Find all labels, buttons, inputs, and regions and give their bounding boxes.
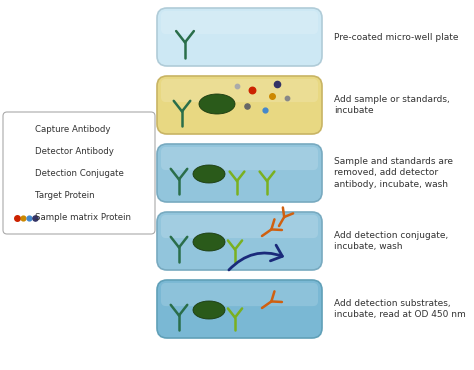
FancyBboxPatch shape: [157, 212, 322, 270]
Text: Detector Antibody: Detector Antibody: [35, 148, 114, 157]
Ellipse shape: [193, 301, 225, 319]
FancyBboxPatch shape: [157, 8, 322, 66]
Point: [261, 107, 269, 113]
Text: Add detection conjugate,
incubate, wash: Add detection conjugate, incubate, wash: [334, 231, 448, 251]
Point: [233, 83, 241, 89]
Ellipse shape: [193, 233, 225, 251]
Point: [248, 87, 256, 93]
Ellipse shape: [12, 190, 32, 202]
FancyBboxPatch shape: [157, 76, 322, 134]
FancyBboxPatch shape: [157, 144, 322, 202]
Point: [31, 215, 39, 221]
Point: [243, 103, 251, 109]
Text: Sample and standards are
removed, add detector
antibody, incubate, wash: Sample and standards are removed, add de…: [334, 157, 453, 189]
FancyArrowPatch shape: [229, 245, 283, 270]
Text: Capture Antibody: Capture Antibody: [35, 125, 110, 135]
FancyBboxPatch shape: [3, 112, 155, 234]
Point: [268, 93, 276, 99]
Text: Pre-coated micro-well plate: Pre-coated micro-well plate: [334, 33, 458, 41]
Ellipse shape: [199, 94, 235, 114]
FancyBboxPatch shape: [161, 215, 318, 238]
Point: [13, 215, 21, 221]
Point: [273, 81, 281, 87]
Ellipse shape: [193, 165, 225, 183]
Point: [283, 95, 291, 101]
FancyBboxPatch shape: [157, 280, 322, 338]
Text: Detection Conjugate: Detection Conjugate: [35, 169, 124, 178]
Text: Target Protein: Target Protein: [35, 192, 95, 201]
Point: [19, 215, 27, 221]
FancyBboxPatch shape: [161, 283, 318, 306]
FancyBboxPatch shape: [161, 147, 318, 170]
Point: [25, 215, 33, 221]
Text: Sample matrix Protein: Sample matrix Protein: [35, 213, 131, 222]
Text: Add sample or standards,
incubate: Add sample or standards, incubate: [334, 95, 450, 115]
FancyBboxPatch shape: [161, 79, 318, 102]
FancyBboxPatch shape: [161, 11, 318, 34]
Text: Add detection substrates,
incubate, read at OD 450 nm: Add detection substrates, incubate, read…: [334, 299, 466, 319]
